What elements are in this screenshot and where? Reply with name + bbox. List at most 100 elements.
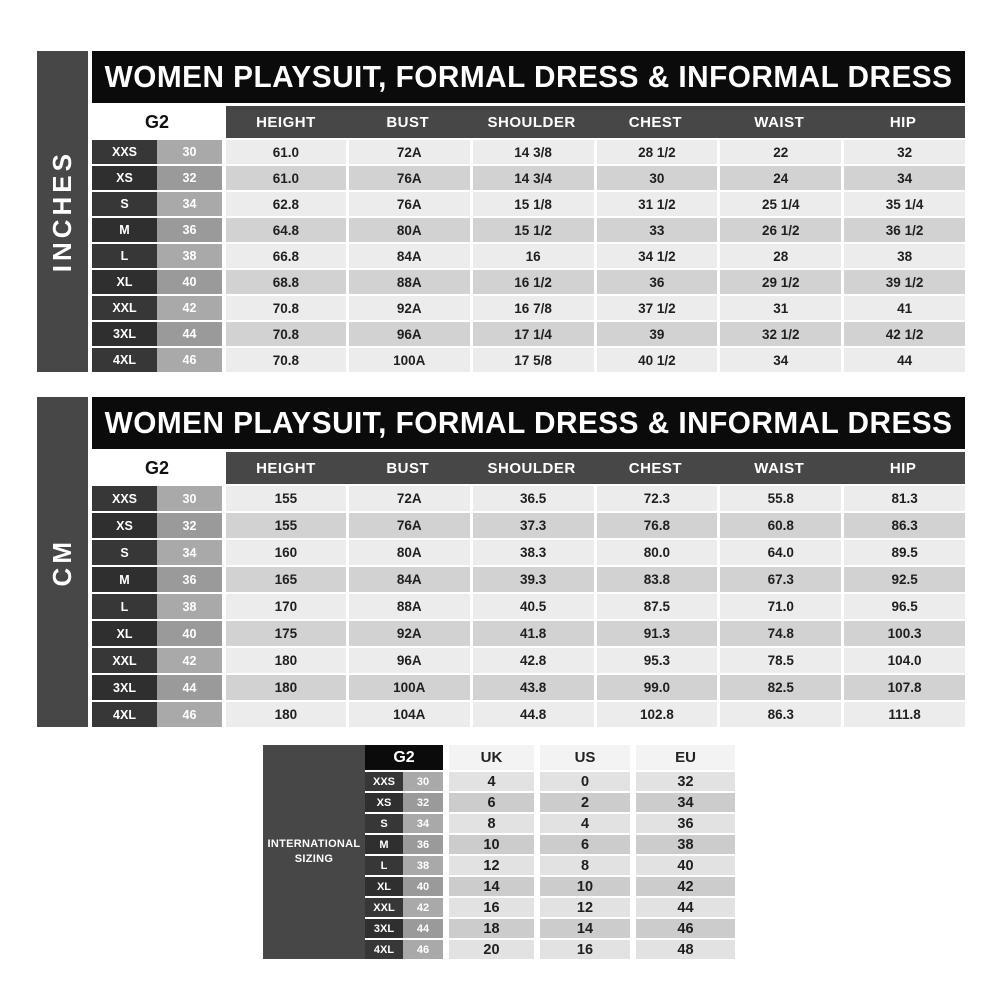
value-cell: 14 3/8 bbox=[469, 140, 594, 164]
size-label: XXS bbox=[365, 772, 403, 791]
size-label: XXL bbox=[365, 898, 403, 917]
value-cell: 28 bbox=[717, 244, 842, 268]
inches-unit-rail: INCHES bbox=[37, 51, 88, 372]
value-cell: 76A bbox=[345, 192, 470, 216]
size-label: XXL bbox=[92, 296, 157, 320]
value-cell: 44 bbox=[841, 348, 965, 372]
cm-unit-rail: CM bbox=[37, 397, 88, 727]
value-cell: 82.5 bbox=[717, 675, 842, 700]
column-header-waist: WAIST bbox=[717, 452, 842, 484]
g2-size-number: 30 bbox=[157, 140, 222, 164]
value-cell: 34 bbox=[717, 348, 842, 372]
value-cell: 34 bbox=[841, 166, 965, 190]
value-cell: 16 1/2 bbox=[469, 270, 594, 294]
column-header-bust: BUST bbox=[345, 452, 470, 484]
inches-row-xxs: XXS 30 61.0 72A 14 3/8 28 1/2 22 32 bbox=[92, 140, 965, 164]
cm-row-xxl: XXL 42 180 96A 42.8 95.3 78.5 104.0 bbox=[92, 648, 965, 673]
value-cell: 22 bbox=[717, 140, 842, 164]
size-label: S bbox=[92, 192, 157, 216]
value-cell: 31 1/2 bbox=[593, 192, 718, 216]
value-cell: 36.5 bbox=[469, 486, 594, 511]
value-cell: 14 bbox=[534, 919, 630, 938]
column-header-us: US bbox=[534, 745, 630, 770]
inches-row-4xl: 4XL 46 70.8 100A 17 5/8 40 1/2 34 44 bbox=[92, 348, 965, 372]
value-cell: 74.8 bbox=[717, 621, 842, 646]
value-cell: 100A bbox=[345, 675, 470, 700]
international-row-m: M 36 10 6 38 bbox=[365, 835, 735, 854]
g2-header: G2 bbox=[92, 106, 222, 138]
column-header-shoulder: SHOULDER bbox=[469, 106, 594, 138]
value-cell: 17 1/4 bbox=[469, 322, 594, 346]
inches-header-row: G2 HEIGHT BUST SHOULDER CHEST WAIST HIP bbox=[92, 106, 965, 138]
value-cell: 76.8 bbox=[593, 513, 718, 538]
table-title: WOMEN PLAYSUIT, FORMAL DRESS & INFORMAL … bbox=[104, 59, 953, 94]
value-cell: 34 bbox=[630, 793, 735, 812]
g2-size-number: 46 bbox=[157, 348, 222, 372]
unit-label-inches: INCHES bbox=[47, 150, 77, 273]
size-label: XXS bbox=[92, 140, 157, 164]
value-cell: 48 bbox=[630, 940, 735, 959]
value-cell: 20 bbox=[443, 940, 534, 959]
table-title: WOMEN PLAYSUIT, FORMAL DRESS & INFORMAL … bbox=[104, 405, 953, 440]
value-cell: 92A bbox=[345, 296, 470, 320]
value-cell: 64.8 bbox=[222, 218, 346, 242]
size-label: 3XL bbox=[92, 322, 157, 346]
value-cell: 170 bbox=[222, 594, 346, 619]
value-cell: 2 bbox=[534, 793, 630, 812]
value-cell: 30 bbox=[593, 166, 718, 190]
value-cell: 40.5 bbox=[469, 594, 594, 619]
value-cell: 36 1/2 bbox=[841, 218, 965, 242]
value-cell: 180 bbox=[222, 675, 346, 700]
value-cell: 180 bbox=[222, 702, 346, 727]
value-cell: 29 1/2 bbox=[717, 270, 842, 294]
value-cell: 80.0 bbox=[593, 540, 718, 565]
value-cell: 39.3 bbox=[469, 567, 594, 592]
value-cell: 15 1/8 bbox=[469, 192, 594, 216]
value-cell: 41 bbox=[841, 296, 965, 320]
g2-size-number: 40 bbox=[403, 877, 443, 896]
value-cell: 83.8 bbox=[593, 567, 718, 592]
value-cell: 16 7/8 bbox=[469, 296, 594, 320]
size-label: XL bbox=[365, 877, 403, 896]
unit-label-cm: CM bbox=[47, 537, 77, 587]
value-cell: 42 1/2 bbox=[841, 322, 965, 346]
value-cell: 40 1/2 bbox=[593, 348, 718, 372]
cm-size-table: CM WOMEN PLAYSUIT, FORMAL DRESS & INFORM… bbox=[37, 397, 965, 727]
column-header-bust: BUST bbox=[345, 106, 470, 138]
column-header-chest: CHEST bbox=[593, 452, 718, 484]
value-cell: 36 bbox=[593, 270, 718, 294]
value-cell: 99.0 bbox=[593, 675, 718, 700]
value-cell: 66.8 bbox=[222, 244, 346, 268]
g2-size-number: 34 bbox=[157, 540, 222, 565]
size-label: XS bbox=[92, 166, 157, 190]
value-cell: 38 bbox=[630, 835, 735, 854]
column-header-height: HEIGHT bbox=[222, 106, 346, 138]
value-cell: 28 1/2 bbox=[593, 140, 718, 164]
value-cell: 41.8 bbox=[469, 621, 594, 646]
international-table: G2 UK US EU XXS 30 4 0 32 XS 32 6 2 34 S 34 8 4 36 M 36 1… bbox=[365, 745, 735, 959]
g2-size-number: 42 bbox=[157, 296, 222, 320]
g2-size-number: 36 bbox=[157, 567, 222, 592]
inches-title-bar: WOMEN PLAYSUIT, FORMAL DRESS & INFORMAL … bbox=[92, 51, 965, 103]
column-header-height: HEIGHT bbox=[222, 452, 346, 484]
value-cell: 102.8 bbox=[593, 702, 718, 727]
value-cell: 80A bbox=[345, 540, 470, 565]
international-row-xxs: XXS 30 4 0 32 bbox=[365, 772, 735, 791]
value-cell: 61.0 bbox=[222, 166, 346, 190]
column-header-shoulder: SHOULDER bbox=[469, 452, 594, 484]
value-cell: 42 bbox=[630, 877, 735, 896]
g2-size-number: 44 bbox=[157, 322, 222, 346]
value-cell: 84A bbox=[345, 244, 470, 268]
value-cell: 100.3 bbox=[841, 621, 965, 646]
value-cell: 61.0 bbox=[222, 140, 346, 164]
size-label: S bbox=[92, 540, 157, 565]
g2-size-number: 44 bbox=[403, 919, 443, 938]
value-cell: 155 bbox=[222, 486, 346, 511]
cm-row-m: M 36 165 84A 39.3 83.8 67.3 92.5 bbox=[92, 567, 965, 592]
international-row-xs: XS 32 6 2 34 bbox=[365, 793, 735, 812]
g2-size-number: 32 bbox=[157, 513, 222, 538]
value-cell: 70.8 bbox=[222, 322, 346, 346]
international-row-3xl: 3XL 44 18 14 46 bbox=[365, 919, 735, 938]
value-cell: 92.5 bbox=[841, 567, 965, 592]
